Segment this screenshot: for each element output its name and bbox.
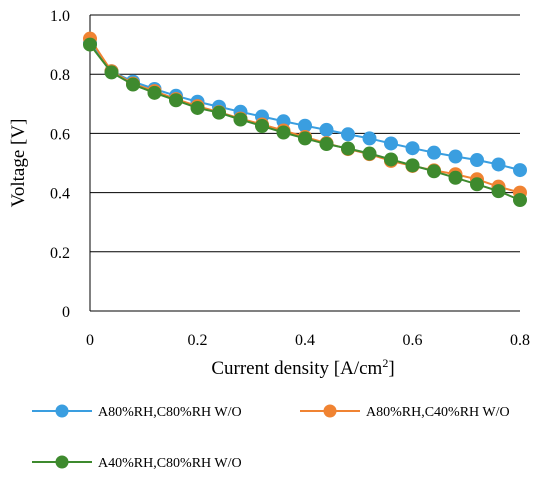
data-point — [126, 77, 140, 92]
data-point — [319, 122, 334, 137]
data-point — [448, 149, 463, 164]
y-axis-label: Voltage [V] — [8, 119, 29, 208]
legend: A80%RH,C80%RH W/O A80%RH,C40%RH W/O A40%RH… — [32, 404, 510, 471]
legend-marker — [323, 404, 337, 418]
x-axis-label-close: ] — [388, 358, 394, 379]
data-point — [384, 152, 398, 167]
data-point — [276, 125, 291, 140]
y-tick-label: 0 — [62, 304, 70, 321]
data-point — [513, 163, 527, 178]
data-point — [491, 157, 506, 172]
legend-entry: A40%RH,C80%RH W/O — [32, 455, 242, 471]
series-3 — [83, 37, 527, 207]
data-point — [83, 37, 97, 52]
x-axis-label-superscript: 2 — [382, 356, 388, 370]
data-point — [255, 119, 269, 133]
y-tick-label: 0.2 — [50, 245, 70, 262]
data-point — [362, 131, 377, 146]
data-point — [384, 136, 398, 151]
data-point — [405, 141, 420, 156]
data-point — [513, 193, 527, 207]
data-point — [470, 177, 484, 192]
series-1 — [83, 36, 527, 178]
legend-marker — [55, 455, 69, 469]
legend-label: A40%RH,C80%RH W/O — [98, 456, 242, 471]
data-point — [298, 131, 312, 146]
data-point — [212, 105, 226, 120]
x-tick-label: 0.8 — [510, 332, 530, 349]
x-axis-label: Current density [A/cm2] — [211, 356, 394, 379]
data-point — [319, 137, 334, 152]
data-point — [190, 100, 205, 115]
data-point — [427, 164, 441, 179]
y-tick-label: 0.6 — [50, 126, 70, 143]
legend-entry: A80%RH,C80%RH W/O — [32, 404, 242, 420]
series-group — [83, 31, 527, 207]
x-tick-label: 0 — [86, 332, 94, 349]
data-point — [298, 118, 312, 133]
legend-label: A80%RH,C80%RH W/O — [98, 405, 242, 420]
x-tick-label: 0.6 — [403, 332, 423, 349]
x-tick-label: 0.2 — [188, 332, 208, 349]
tick-labels: 0 0.2 0.4 0.6 0.8 1.0 0 0.2 0.4 0.6 0.8 — [50, 8, 530, 349]
data-point — [147, 85, 162, 100]
data-point — [341, 141, 355, 156]
x-axis-label-main: Current density [A/cm — [211, 358, 382, 379]
data-point — [233, 112, 248, 127]
axes — [89, 15, 520, 312]
y-tick-label: 0.4 — [50, 186, 70, 203]
y-tick-label: 0.8 — [50, 67, 70, 84]
data-point — [341, 127, 355, 142]
legend-marker — [55, 404, 69, 418]
data-point — [470, 153, 484, 168]
x-tick-label: 0.4 — [295, 332, 315, 349]
legend-label: A80%RH,C40%RH W/O — [366, 405, 510, 420]
data-point — [405, 158, 420, 173]
data-point — [491, 184, 506, 199]
data-point — [427, 145, 441, 160]
data-point — [104, 65, 119, 80]
legend-entry: A80%RH,C40%RH W/O — [300, 404, 510, 420]
data-point — [169, 93, 183, 108]
data-point — [448, 170, 463, 185]
y-tick-label: 1.0 — [50, 8, 70, 25]
data-point — [362, 146, 377, 161]
